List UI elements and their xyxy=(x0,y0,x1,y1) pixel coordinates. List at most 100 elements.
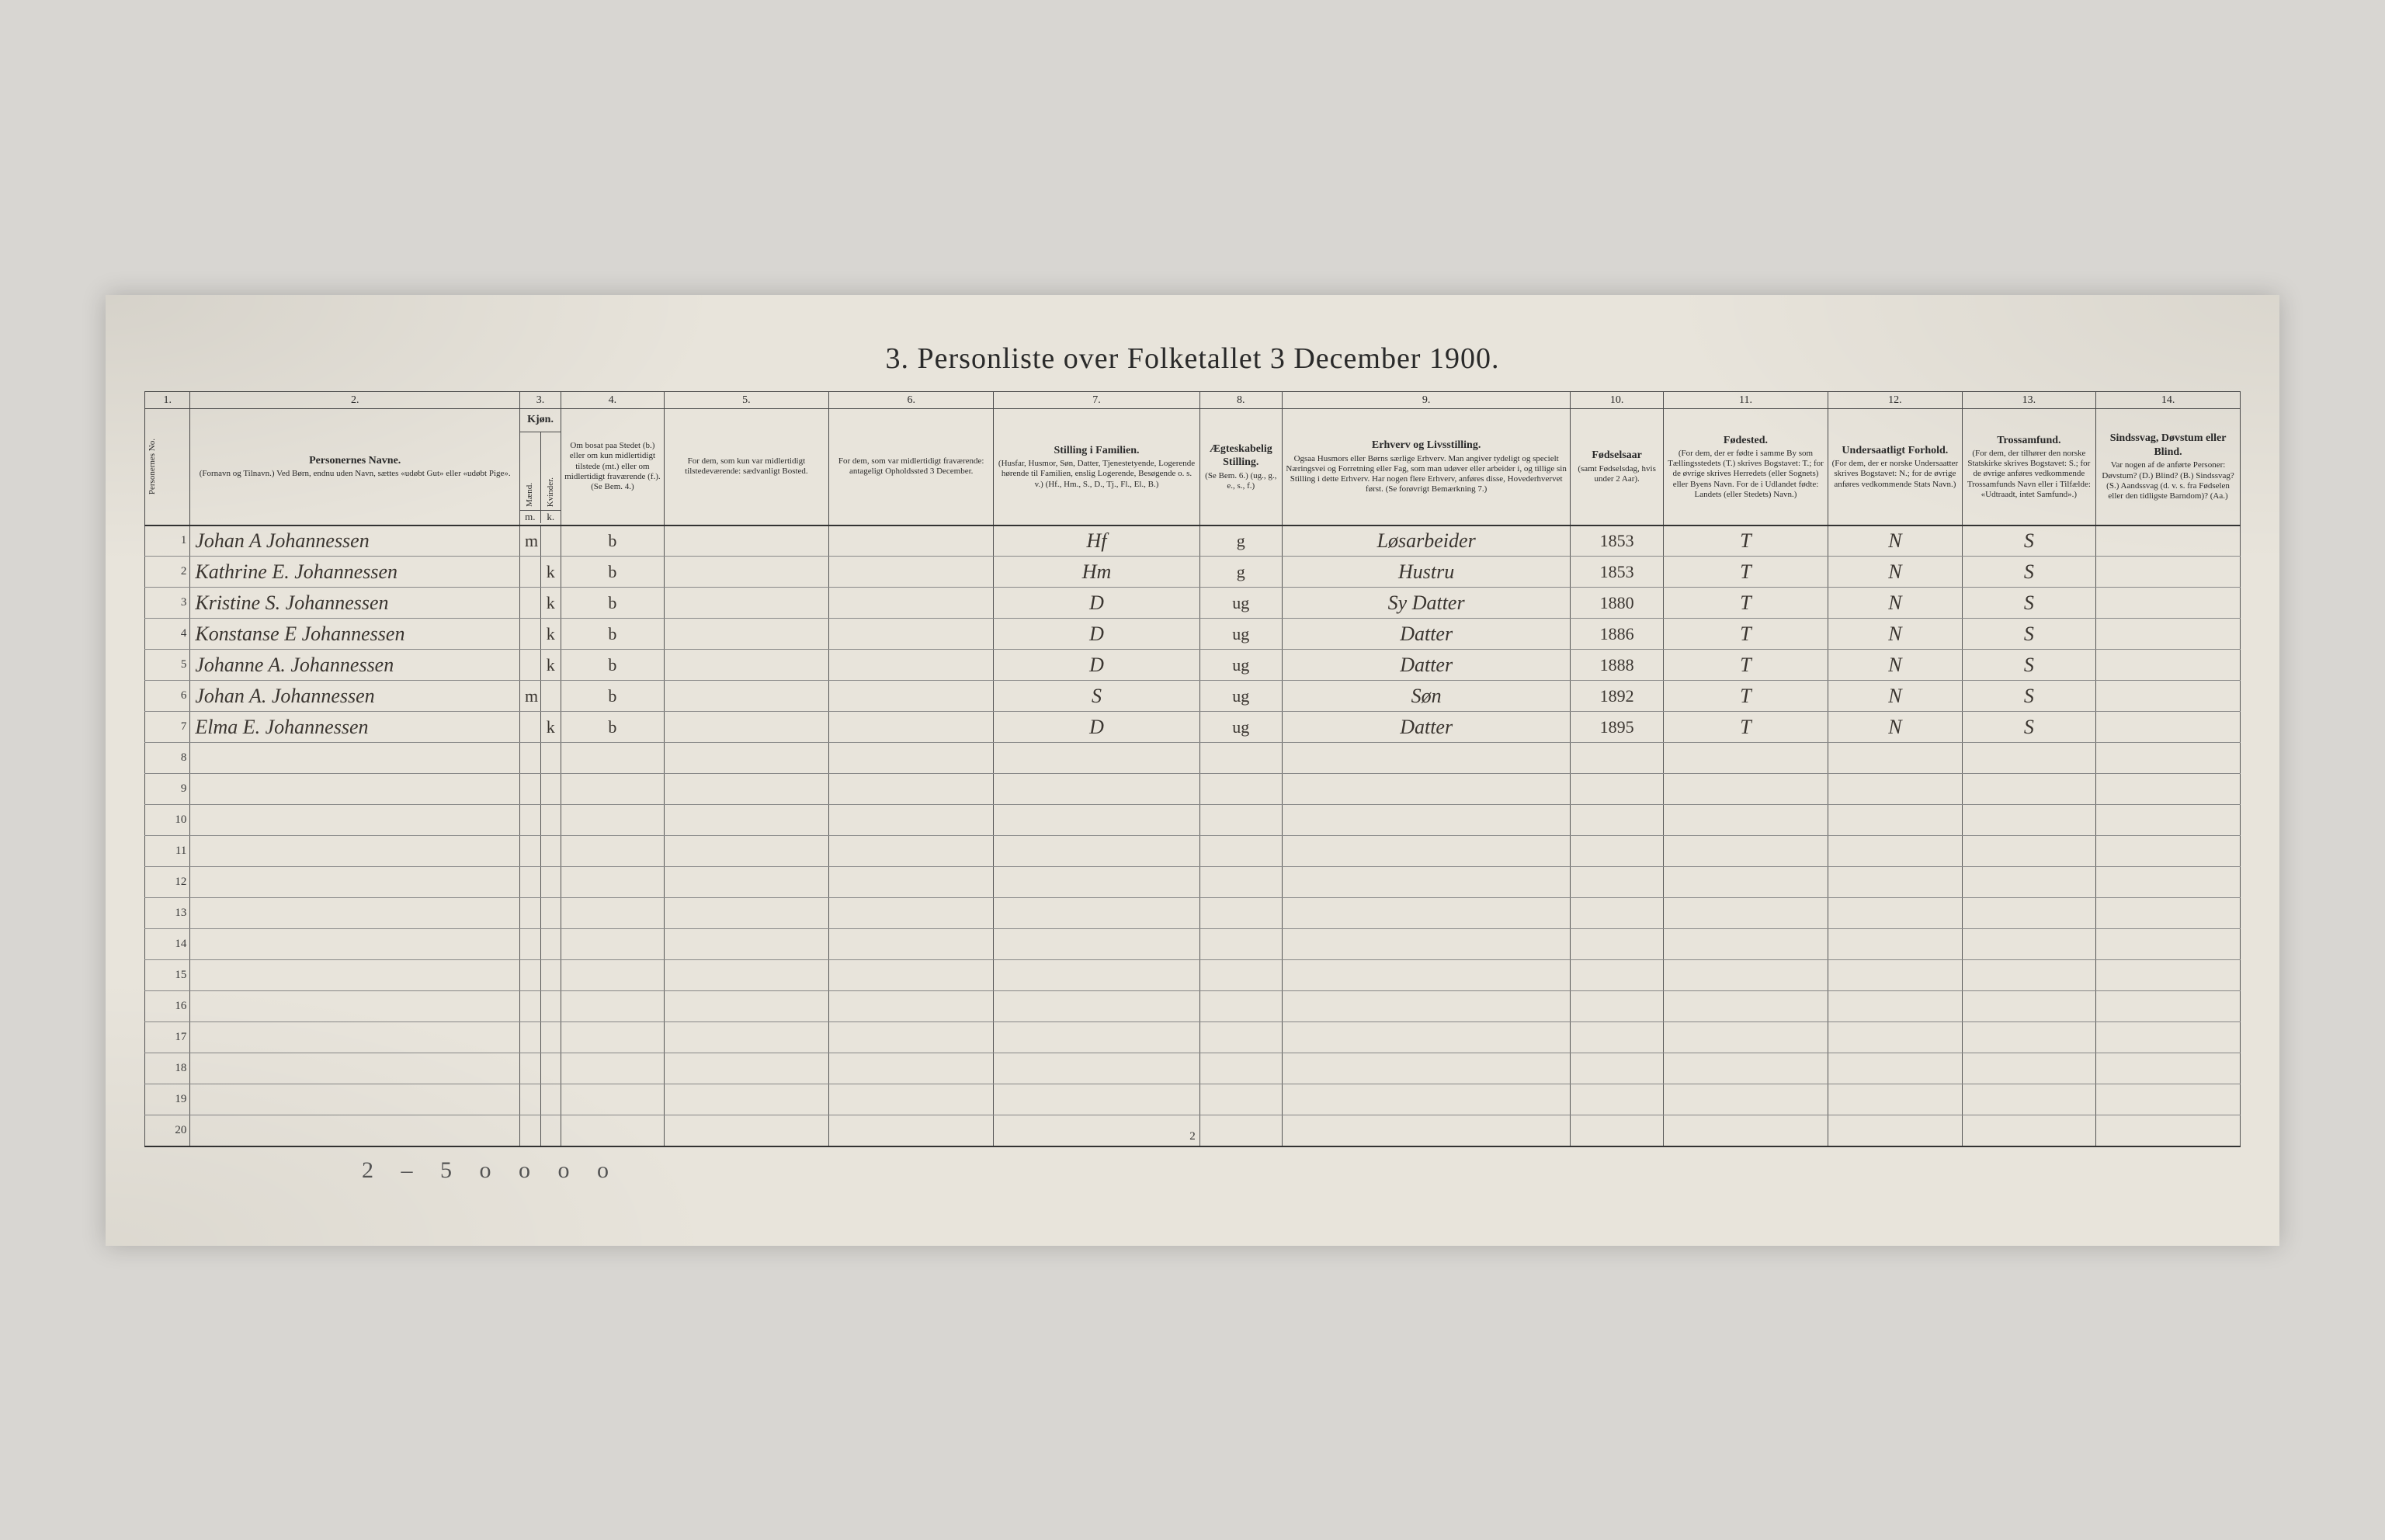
cell: 13 xyxy=(145,898,190,929)
cell xyxy=(829,681,994,712)
cell xyxy=(561,1053,665,1084)
cell xyxy=(1199,1022,1282,1053)
document-title: 3. Personliste over Folketallet 3 Decemb… xyxy=(144,342,2241,376)
cell xyxy=(1962,743,2096,774)
cell xyxy=(190,1022,520,1053)
cell xyxy=(829,805,994,836)
cell xyxy=(829,557,994,588)
cell: S xyxy=(1962,619,2096,650)
cell: 14 xyxy=(145,929,190,960)
colnum: 1. xyxy=(145,391,190,409)
cell xyxy=(829,712,994,743)
cell xyxy=(1663,991,1828,1022)
cell xyxy=(664,619,828,650)
cell: Elma E. Johannessen xyxy=(190,712,520,743)
cell xyxy=(1828,1022,1963,1053)
cell: D xyxy=(994,619,1199,650)
cell xyxy=(2096,712,2241,743)
cell xyxy=(520,960,541,991)
cell xyxy=(664,681,828,712)
cell xyxy=(664,960,828,991)
cell xyxy=(190,774,520,805)
cell: 9 xyxy=(145,774,190,805)
cell xyxy=(540,1053,561,1084)
cell: 8 xyxy=(145,743,190,774)
colnum: 10. xyxy=(1571,391,1663,409)
cell xyxy=(2096,1084,2241,1115)
cell xyxy=(561,774,665,805)
cell: 1853 xyxy=(1571,525,1663,557)
cell xyxy=(1571,991,1663,1022)
table-row: 18 xyxy=(145,1053,2241,1084)
cell: 1853 xyxy=(1571,557,1663,588)
cell xyxy=(829,929,994,960)
cell xyxy=(1962,929,2096,960)
cell xyxy=(1199,898,1282,929)
cell: Johanne A. Johannessen xyxy=(190,650,520,681)
colnum: 5. xyxy=(664,391,828,409)
colnum: 12. xyxy=(1828,391,1963,409)
cell: T xyxy=(1663,681,1828,712)
cell xyxy=(1828,898,1963,929)
cell xyxy=(540,525,561,557)
colnum: 13. xyxy=(1962,391,2096,409)
cell xyxy=(664,1053,828,1084)
cell xyxy=(1962,1053,2096,1084)
cell xyxy=(561,836,665,867)
cell xyxy=(520,743,541,774)
cell: S xyxy=(1962,681,2096,712)
cell xyxy=(520,650,541,681)
cell: N xyxy=(1828,712,1963,743)
cell: Sy Datter xyxy=(1282,588,1571,619)
header-birthyear: Fødselsaar (samt Fødselsdag, hvis under … xyxy=(1571,409,1663,525)
cell: 3 xyxy=(145,588,190,619)
cell: 18 xyxy=(145,1053,190,1084)
cell: D xyxy=(994,588,1199,619)
cell xyxy=(2096,557,2241,588)
colnum: 8. xyxy=(1199,391,1282,409)
cell xyxy=(520,991,541,1022)
cell: b xyxy=(561,650,665,681)
header-nationality: Undersaatligt Forhold. (For dem, der er … xyxy=(1828,409,1963,525)
cell xyxy=(1828,867,1963,898)
cell: Datter xyxy=(1282,650,1571,681)
table-row: 10 xyxy=(145,805,2241,836)
cell xyxy=(1962,898,2096,929)
cell xyxy=(664,1022,828,1053)
cell xyxy=(1828,960,1963,991)
table-row: 14 xyxy=(145,929,2241,960)
cell xyxy=(994,1022,1199,1053)
cell xyxy=(1282,743,1571,774)
colnum: 6. xyxy=(829,391,994,409)
cell xyxy=(829,1022,994,1053)
cell xyxy=(1282,1053,1571,1084)
cell xyxy=(520,867,541,898)
cell: 4 xyxy=(145,619,190,650)
cell: S xyxy=(1962,557,2096,588)
cell xyxy=(994,836,1199,867)
cell xyxy=(664,712,828,743)
header-name: Personernes Navne. (Fornavn og Tilnavn.)… xyxy=(190,409,520,525)
cell xyxy=(520,929,541,960)
table-row: 11 xyxy=(145,836,2241,867)
cell xyxy=(540,743,561,774)
cell: T xyxy=(1663,557,1828,588)
cell xyxy=(2096,650,2241,681)
cell xyxy=(994,1084,1199,1115)
cell: b xyxy=(561,712,665,743)
cell: 1892 xyxy=(1571,681,1663,712)
table-row: 17 xyxy=(145,1022,2241,1053)
cell xyxy=(664,991,828,1022)
cell xyxy=(1282,960,1571,991)
cell xyxy=(994,898,1199,929)
column-number-row: 1. 2. 3. 4. 5. 6. 7. 8. 9. 10. 11. 12. 1… xyxy=(145,391,2241,409)
cell: b xyxy=(561,619,665,650)
cell xyxy=(540,1022,561,1053)
cell: 11 xyxy=(145,836,190,867)
cell xyxy=(561,898,665,929)
cell xyxy=(190,743,520,774)
cell xyxy=(1571,1084,1663,1115)
header-temp-present: For dem, som kun var midlertidigt tilste… xyxy=(664,409,828,525)
cell: ug xyxy=(1199,650,1282,681)
cell: 16 xyxy=(145,991,190,1022)
